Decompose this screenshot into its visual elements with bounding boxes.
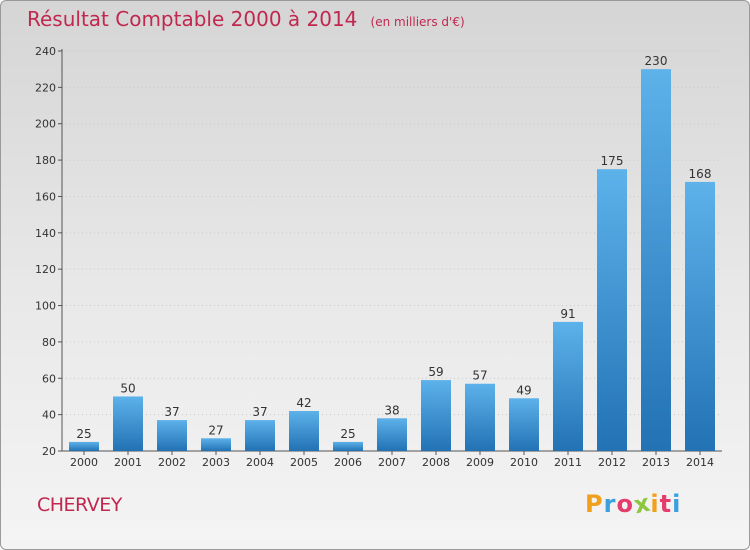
x-tick-label: 2000 [70, 456, 98, 469]
brand-letter: o [616, 490, 634, 518]
bar-2002 [157, 420, 187, 451]
brand-logo[interactable]: Proxiti [585, 489, 682, 520]
y-tick-label: 40 [42, 409, 56, 422]
y-tick-label: 240 [35, 45, 56, 58]
bar-value-label: 59 [428, 365, 443, 379]
y-tick-label: 60 [42, 372, 56, 385]
x-tick-label: 2010 [510, 456, 538, 469]
title-row: Résultat Comptable 2000 à 2014 (en milli… [27, 7, 465, 31]
bar-2007 [377, 418, 407, 451]
x-tick-label: 2005 [290, 456, 318, 469]
brand-letter: i [650, 490, 660, 518]
bar-2009 [465, 383, 495, 451]
x-tick-label: 2009 [466, 456, 494, 469]
bar-value-label: 230 [645, 54, 668, 68]
brand-letter: i [672, 490, 682, 518]
bar-2008 [421, 380, 451, 451]
y-tick-label: 220 [35, 81, 56, 94]
bar-2004 [245, 420, 275, 451]
bar-2005 [289, 411, 319, 451]
brand-letter: P [585, 490, 604, 518]
y-tick-label: 160 [35, 190, 56, 203]
y-tick-label: 100 [35, 300, 56, 313]
bar-value-label: 57 [472, 369, 487, 383]
bar-value-label: 25 [340, 427, 355, 441]
x-tick-label: 2004 [246, 456, 274, 469]
x-tick-label: 2003 [202, 456, 230, 469]
y-tick-label: 180 [35, 154, 56, 167]
location-name: CHERVEY [37, 494, 122, 516]
y-tick-label: 140 [35, 227, 56, 240]
bar-2001 [113, 396, 143, 451]
y-tick-label: 200 [35, 118, 56, 131]
chart-unit-note: (en milliers d'€) [370, 15, 465, 29]
y-tick-label: 80 [42, 336, 56, 349]
bar-value-label: 175 [601, 154, 624, 168]
bar-2006 [333, 441, 363, 451]
x-tick-label: 2011 [554, 456, 582, 469]
bar-2014 [685, 181, 715, 451]
bar-value-label: 27 [208, 423, 223, 437]
bar-value-label: 25 [76, 427, 91, 441]
chart-title: Résultat Comptable 2000 à 2014 [27, 7, 358, 31]
bar-value-label: 38 [384, 403, 399, 417]
bar-2011 [553, 321, 583, 451]
x-tick-label: 2006 [334, 456, 362, 469]
x-tick-label: 2001 [114, 456, 142, 469]
x-tick-label: 2014 [686, 456, 714, 469]
brand-letter: t [659, 490, 673, 518]
x-tick-label: 2007 [378, 456, 406, 469]
bar-value-label: 50 [120, 381, 135, 395]
x-tick-label: 2008 [422, 456, 450, 469]
bar-value-label: 91 [560, 307, 575, 321]
bar-2012 [597, 169, 627, 451]
bar-value-label: 37 [252, 405, 267, 419]
brand-letter: r [603, 490, 617, 518]
bar-value-label: 42 [296, 396, 311, 410]
bar-2013 [641, 69, 671, 451]
bar-2003 [201, 438, 231, 451]
bar-2000 [69, 441, 99, 451]
x-tick-label: 2012 [598, 456, 626, 469]
x-tick-label: 2002 [158, 456, 186, 469]
bar-2010 [509, 398, 539, 451]
y-tick-label: 20 [42, 445, 56, 458]
bar-value-label: 168 [689, 167, 712, 181]
x-tick-label: 2013 [642, 456, 670, 469]
bar-value-label: 49 [516, 383, 531, 397]
bar-value-label: 37 [164, 405, 179, 419]
y-tick-label: 120 [35, 263, 56, 276]
